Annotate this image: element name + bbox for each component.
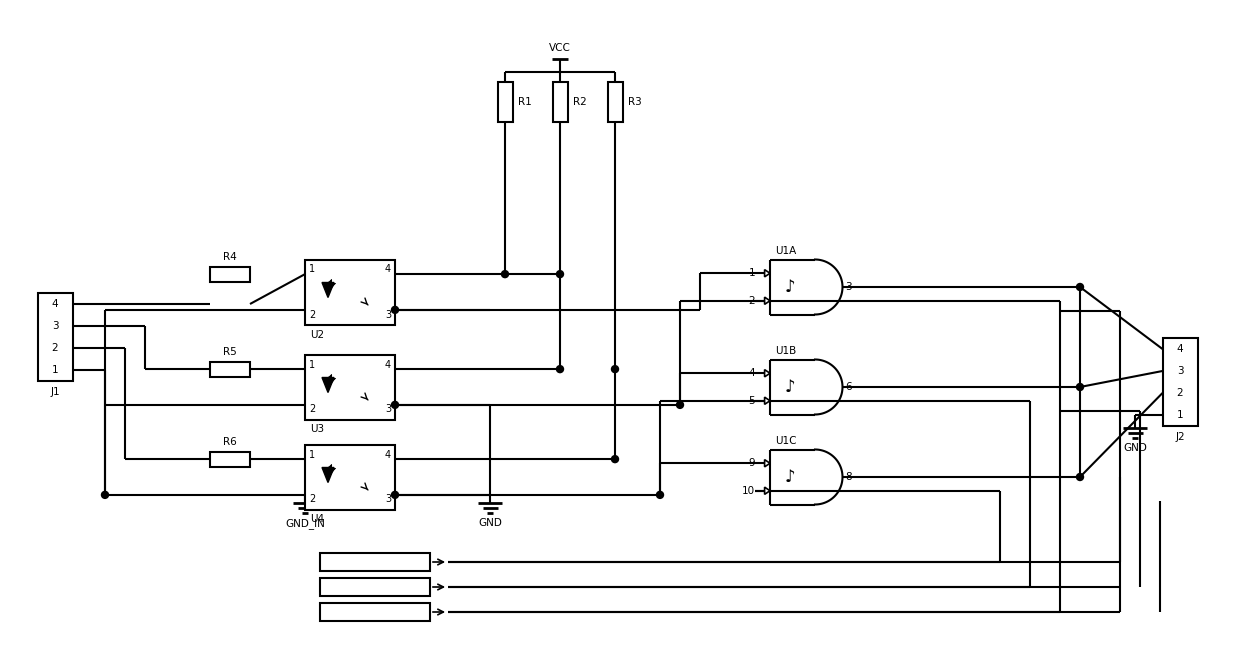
Polygon shape [765,297,770,304]
Text: 1: 1 [749,268,755,278]
Bar [210,452,250,466]
Polygon shape [765,397,770,405]
Text: 1: 1 [309,360,315,370]
Text: 1: 1 [309,265,315,274]
Polygon shape [765,460,770,467]
Bar [37,293,72,381]
Text: GND: GND [1123,443,1147,453]
Text: J1: J1 [50,387,60,397]
Text: R5: R5 [223,347,237,357]
Text: ♪: ♪ [785,278,796,296]
Polygon shape [765,269,770,277]
Text: 3: 3 [52,321,58,331]
Text: 4: 4 [384,450,391,460]
Text: U3: U3 [310,425,324,435]
Circle shape [557,271,563,278]
Text: U1C: U1C [775,435,796,446]
Bar [553,82,568,122]
Bar [1163,338,1198,426]
Bar [305,444,396,509]
Text: GND: GND [479,518,502,528]
Circle shape [1076,284,1084,290]
Text: 2: 2 [309,405,315,415]
Text: GND_IN: GND_IN [285,518,325,529]
Polygon shape [765,370,770,377]
Text: 4: 4 [384,360,391,370]
Text: 2: 2 [1177,388,1183,398]
Text: 1600Hz: 1600Hz [355,607,394,617]
Text: 10: 10 [742,486,755,496]
Polygon shape [322,468,334,482]
Polygon shape [322,378,334,392]
Text: R3: R3 [627,97,642,107]
Circle shape [656,491,663,499]
Bar [497,82,512,122]
Text: 1: 1 [309,450,315,460]
Circle shape [392,306,398,313]
Text: 1: 1 [1177,410,1183,420]
Circle shape [611,366,619,373]
Text: R2: R2 [573,97,587,107]
Text: 8: 8 [846,472,852,482]
Text: 4: 4 [1177,344,1183,354]
Text: R6: R6 [223,437,237,447]
Polygon shape [765,487,770,495]
Text: 5: 5 [749,396,755,406]
Text: U1B: U1B [775,345,796,355]
Text: 9: 9 [749,458,755,468]
Circle shape [102,491,109,499]
Text: R4: R4 [223,252,237,262]
Circle shape [611,456,619,462]
Bar [210,362,250,376]
Text: U1A: U1A [775,245,796,255]
Text: 800Hz: 800Hz [358,557,392,567]
Text: 2: 2 [749,296,755,306]
Text: 3: 3 [384,310,391,319]
Text: R1: R1 [518,97,532,107]
Text: 3: 3 [384,495,391,505]
Circle shape [557,366,563,373]
Text: U2: U2 [310,329,324,339]
Text: J2: J2 [1176,432,1184,442]
Text: 2: 2 [309,495,315,505]
Circle shape [392,491,398,499]
Circle shape [392,401,398,409]
Text: 2: 2 [309,310,315,319]
Circle shape [1076,384,1084,390]
Bar [320,578,430,596]
Text: 1: 1 [52,365,58,375]
Text: ♪: ♪ [785,468,796,486]
Circle shape [677,401,683,409]
Bar [320,603,430,621]
Bar [608,82,622,122]
Bar [305,259,396,325]
Text: U4: U4 [310,515,324,525]
Text: VCC: VCC [549,43,570,53]
Polygon shape [322,282,334,298]
Circle shape [501,271,508,278]
Bar [320,553,430,571]
Text: 3: 3 [384,405,391,415]
Text: 4: 4 [749,368,755,378]
Text: 2: 2 [52,343,58,353]
Text: 6: 6 [846,382,852,392]
Text: 1200Hz: 1200Hz [355,582,394,592]
Circle shape [1076,474,1084,480]
Text: ♪: ♪ [785,378,796,396]
Text: 4: 4 [52,299,58,309]
Text: 3: 3 [846,282,852,292]
Text: 3: 3 [1177,366,1183,376]
Bar [210,267,250,282]
Text: 4: 4 [384,265,391,274]
Bar [305,355,396,419]
